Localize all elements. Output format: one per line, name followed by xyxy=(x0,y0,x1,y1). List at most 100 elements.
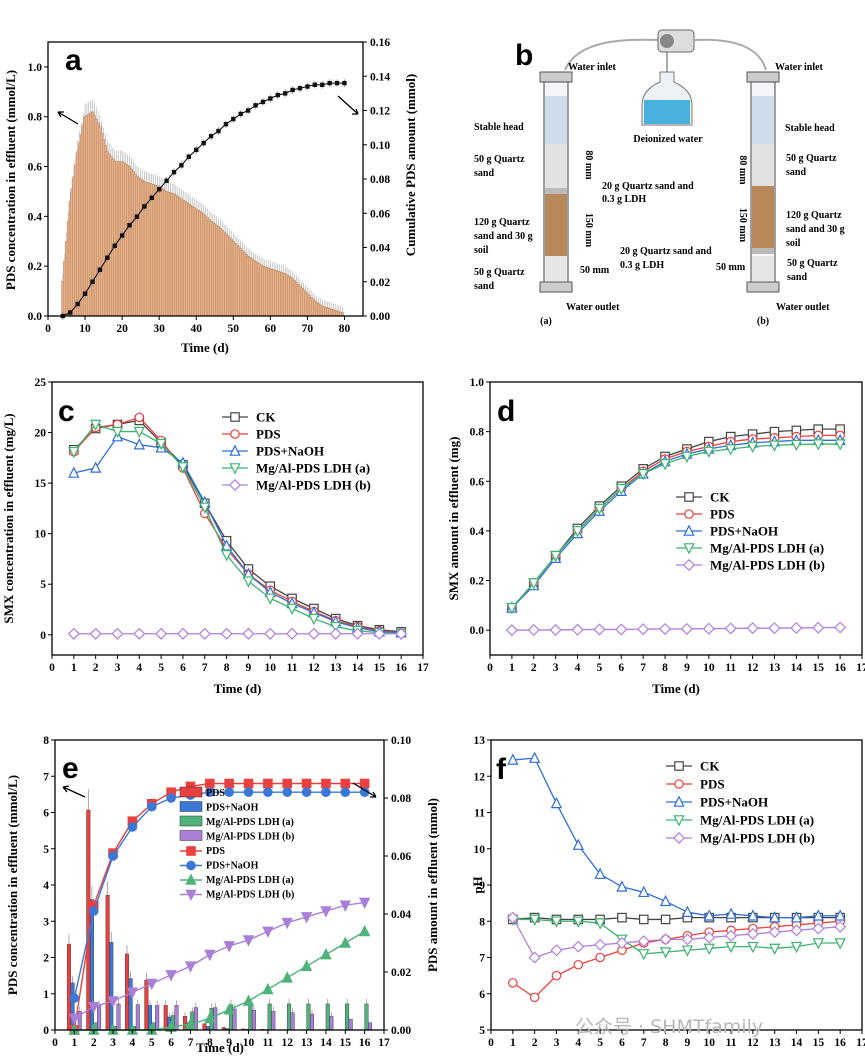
right-bottom-sand-label-2: sand xyxy=(787,272,807,283)
data-point xyxy=(68,1013,81,1025)
legend-marker xyxy=(228,478,242,492)
x-tick-label: 13 xyxy=(301,1037,313,1049)
legend-marker xyxy=(674,779,684,789)
data-point xyxy=(264,593,276,605)
data-point xyxy=(133,426,145,439)
y2-tick-label: 0.00 xyxy=(370,311,390,323)
x-tick-label: 17 xyxy=(417,662,429,674)
x-tick-label: 2 xyxy=(531,662,537,674)
x-axis-label: Time (d) xyxy=(181,340,229,355)
legend-label: Mg/Al-PDS LDH (a) xyxy=(206,817,294,828)
y-tick-label: 0.0 xyxy=(470,625,485,637)
legend-swatch xyxy=(179,830,203,841)
x-tick-label: 50 xyxy=(228,323,240,335)
data-point xyxy=(549,623,562,636)
right-caption: (b) xyxy=(757,316,769,327)
x-tick-label: 17 xyxy=(378,1037,390,1049)
data-point xyxy=(747,909,759,921)
y-tick-label: 5 xyxy=(479,1025,485,1037)
left-stable-head-label: Stable head xyxy=(474,122,524,133)
data-point xyxy=(703,446,715,459)
right-dim-top: 80 mm xyxy=(737,155,748,185)
y-tick-label: 11 xyxy=(474,808,485,820)
panel-f: 012345678910111213141516175678910111213T… xyxy=(470,735,865,1057)
x-tick-label: 9 xyxy=(246,662,252,674)
data-point xyxy=(746,927,759,940)
data-point xyxy=(155,627,168,640)
y-tick-label: 7 xyxy=(479,953,485,965)
data-point xyxy=(359,778,370,789)
cumulative-marker xyxy=(105,255,110,260)
x-tick-label: 1 xyxy=(71,1037,77,1049)
data-point xyxy=(89,461,102,473)
bar xyxy=(66,943,71,1031)
x-tick-label: 5 xyxy=(149,1037,155,1049)
panel-label-b: b xyxy=(515,39,533,72)
y-axis-label: PDS concentration in effluent (mmol/L) xyxy=(3,70,18,290)
arrow-left xyxy=(62,785,86,798)
data-point xyxy=(506,603,518,615)
data-point xyxy=(638,914,649,925)
y-tick-label: 0.6 xyxy=(28,162,43,174)
x-tick-label: 3 xyxy=(115,662,121,674)
x-tick-label: 10 xyxy=(703,662,715,674)
column-cap-top xyxy=(746,71,780,83)
x-tick-label: 0 xyxy=(487,662,493,674)
x-tick-label: 4 xyxy=(575,662,581,674)
legend-marker xyxy=(683,543,695,555)
data-point xyxy=(108,851,118,861)
x-tick-label: 13 xyxy=(330,662,342,674)
x-tick-label: 40 xyxy=(190,323,202,335)
bar xyxy=(251,1009,256,1031)
y2-tick-label: 0.08 xyxy=(370,174,390,186)
data-point xyxy=(184,1017,197,1030)
data-point xyxy=(321,787,331,797)
y-tick-label: 0.0 xyxy=(28,311,43,323)
x-tick-label: 6 xyxy=(180,662,186,674)
legend-swatch xyxy=(179,786,203,798)
cumulative-marker xyxy=(320,82,325,88)
x-tick-label: 16 xyxy=(395,662,407,674)
bar xyxy=(287,1003,292,1031)
data-point xyxy=(220,627,233,640)
data-point xyxy=(165,970,177,982)
x-tick-label: 7 xyxy=(640,662,646,674)
y-tick-label: 5 xyxy=(40,579,46,591)
bar xyxy=(309,1013,314,1031)
data-point xyxy=(508,978,518,988)
y-tick-label: 12 xyxy=(474,771,486,783)
data-point xyxy=(155,438,167,451)
y-tick-label: 0.4 xyxy=(470,526,485,538)
x-tick-label: 7 xyxy=(188,1037,194,1049)
data-point xyxy=(594,938,607,951)
data-point xyxy=(637,935,650,948)
bar xyxy=(135,1004,140,1031)
series-line xyxy=(512,917,841,959)
y-tick-label: 6 xyxy=(479,989,485,1001)
bar xyxy=(271,1010,276,1031)
bar xyxy=(128,978,133,1031)
data-point xyxy=(308,613,320,626)
x-tick-label: 17 xyxy=(856,1037,865,1049)
x-tick-label: 12 xyxy=(747,662,759,674)
y2-tick-label: 0.04 xyxy=(370,243,390,255)
cumulative-marker xyxy=(142,204,147,209)
data-point xyxy=(681,451,693,463)
data-point xyxy=(505,624,518,637)
x-tick-label: 0 xyxy=(45,323,51,335)
cumulative-marker xyxy=(334,80,340,86)
data-point xyxy=(529,992,540,1003)
data-point xyxy=(725,929,738,942)
data-point xyxy=(282,787,293,797)
data-point xyxy=(107,996,119,1008)
panel-label-f: f xyxy=(496,753,507,786)
cumulative-marker xyxy=(253,103,258,108)
arrow-right xyxy=(337,95,359,115)
data-point xyxy=(834,909,846,921)
y2-tick-label: 0.16 xyxy=(370,37,390,49)
right-dim-bottom: 50 mm xyxy=(716,262,746,273)
legend-label: PDS xyxy=(206,846,225,857)
y-tick-label: 25 xyxy=(35,377,47,389)
legend-label: PDS+NaOH xyxy=(206,803,259,814)
legend-label: Mg/Al-PDS LDH (b) xyxy=(700,831,815,846)
